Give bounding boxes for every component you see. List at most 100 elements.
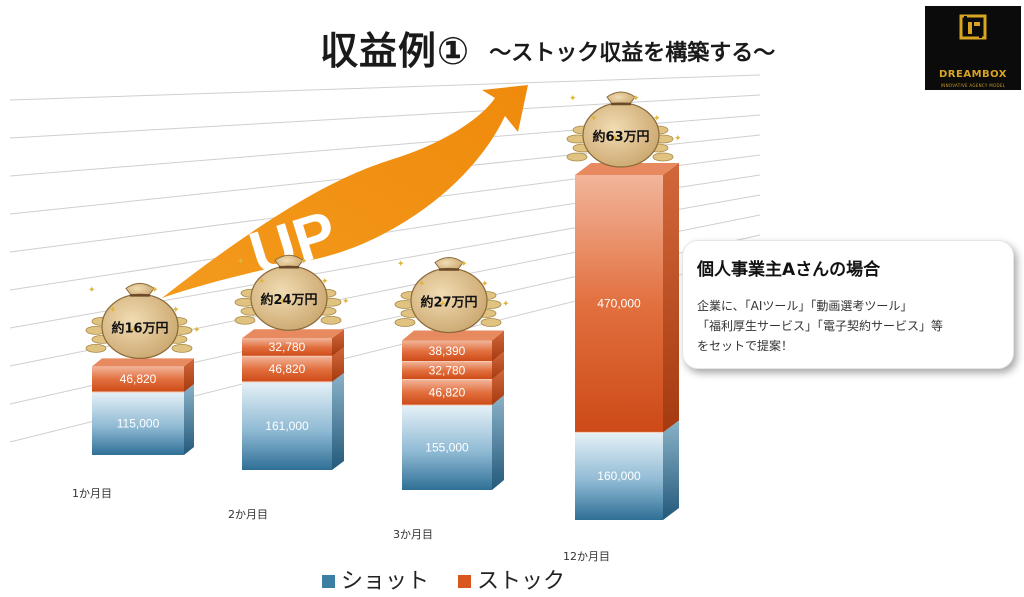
bar-stock-label: 46,820: [120, 372, 157, 386]
bar-stock-side: [184, 358, 194, 393]
bar-shot: [242, 381, 332, 470]
case-card-line: 「福利厚生サービス」「電子契約サービス」等: [697, 319, 944, 333]
bar-stock-top: [242, 329, 344, 339]
case-card-title: 個人事業主Aさんの場合: [697, 260, 881, 280]
category-label: 3か月目: [393, 528, 433, 541]
bar-stock: [402, 361, 492, 380]
category-labels: 1か月目 2か月目 3か月目 12か月目: [72, 487, 610, 563]
bar-stock-side: [332, 329, 344, 357]
sparkle-icon: ✦: [439, 300, 447, 310]
chart-legend: ショット ストック: [322, 563, 587, 595]
bar-shot-side: [663, 420, 679, 520]
sparkle-icon: ✦: [342, 297, 350, 307]
legend-label-stock: ストック: [477, 569, 566, 594]
sparkle-icon: ✦: [151, 285, 159, 295]
sparkle-icon: ✦: [109, 305, 117, 315]
bar-shot-label: 161,000: [265, 419, 309, 433]
money-bag-icon: ✦✦✦✦✦✦約27万円: [394, 257, 510, 334]
coin-icon: [320, 315, 342, 325]
bars: 115,000 46,820 161,000 46,820 32,780 155,000 4…: [92, 163, 679, 520]
bar-stock: [92, 366, 184, 393]
category-label: 2か月目: [228, 508, 268, 521]
sparkle-icon: ✦: [481, 280, 489, 290]
bar-total-label: 約63万円: [592, 129, 649, 145]
bar-stock-label: 32,780: [429, 364, 466, 378]
sparkle-icon: ✦: [569, 94, 577, 104]
sparkle-icon: ✦: [653, 114, 661, 124]
bar-stock: [575, 175, 663, 433]
bar-shot: [575, 432, 663, 520]
logo-name: DREAMBOX: [939, 69, 1007, 80]
bar-stock: [402, 340, 492, 362]
legend-label-shot: ショット: [341, 569, 430, 594]
bar-stock-label: 46,820: [269, 362, 306, 376]
sparkle-icon: ✦: [674, 134, 682, 144]
category-label: 12か月目: [563, 550, 610, 563]
dreambox-logo: DREAMBOX INNOVATIVE AGENCY MODEL: [925, 6, 1021, 90]
bar-stack: 115,000 46,820: [92, 358, 194, 455]
sparkle-icon: ✦: [193, 325, 201, 335]
sparkle-icon: ✦: [300, 257, 308, 267]
bar-stock-label: 38,390: [429, 344, 466, 358]
sparkle-icon: ✦: [88, 285, 96, 295]
gridline: [9, 94, 761, 139]
case-card-line: 企業に、「AIツール」「動画選考ツール」: [697, 299, 913, 313]
bar-stock-label: 46,820: [429, 385, 466, 399]
bar-shot: [402, 405, 492, 490]
sparkle-icon: ✦: [279, 297, 287, 307]
sparkle-icon: ✦: [397, 260, 405, 270]
legend-swatch-shot: [322, 575, 335, 588]
sparkle-icon: ✦: [611, 134, 619, 144]
money-bag-icon: ✦✦✦✦✦✦約24万円: [234, 254, 350, 331]
slide-title: 収益例① ～ストック収益を構築する～: [320, 20, 775, 75]
coin-icon: [85, 343, 107, 353]
bar-stock-side: [492, 351, 504, 380]
bar-stock-top: [92, 358, 194, 367]
gridline: [9, 74, 761, 101]
legend-swatch-stock: [458, 575, 472, 588]
bar-shot-side: [184, 384, 194, 455]
up-arrow: UP: [162, 85, 528, 298]
sparkle-icon: ✦: [418, 280, 426, 290]
coin-icon: [394, 318, 416, 327]
coin-icon: [652, 152, 674, 162]
logo-tagline: INNOVATIVE AGENCY MODEL: [940, 83, 1006, 88]
bar-shot-label: 115,000: [117, 417, 160, 431]
title-sub: ～ストック収益を構築する～: [489, 41, 776, 66]
bar-stock: [242, 356, 332, 382]
money-bags: ✦✦✦✦✦✦約16万円✦✦✦✦✦✦約24万円✦✦✦✦✦✦約27万円✦✦✦✦✦✦約…: [85, 91, 682, 359]
bar-stock-side: [663, 163, 679, 433]
bar-shot-label: 155,000: [425, 441, 469, 455]
case-card: 個人事業主Aさんの場合 企業に、「AIツール」「動画選考ツール」 「福利厚生サー…: [682, 240, 1014, 369]
bar-stock: [402, 379, 492, 406]
bar-stack: 155,000 46,820 32,780 38,390: [402, 330, 504, 490]
bar-stock-side: [492, 369, 504, 406]
coin-icon: [171, 343, 193, 353]
bar-stock-top: [402, 330, 504, 341]
sparkle-icon: ✦: [632, 94, 640, 104]
sparkle-icon: ✦: [237, 257, 245, 267]
money-bag-icon: ✦✦✦✦✦✦約63万円: [566, 91, 682, 168]
case-card-line: をセットで提案！: [697, 339, 794, 353]
coin-icon: [234, 315, 256, 325]
bar-total-label: 約16万円: [111, 320, 168, 336]
bar-stock-side: [332, 347, 344, 382]
title-main: 収益例①: [320, 29, 471, 73]
logo-mark-icon: [959, 14, 987, 40]
sparkle-icon: ✦: [590, 114, 598, 124]
bar-stack: 160,000 470,000: [575, 163, 679, 520]
bar-shot-label: 160,000: [597, 469, 641, 483]
coin-icon: [566, 152, 588, 162]
bar-stock-top: [575, 163, 679, 175]
coin-icon: [480, 318, 502, 327]
legend-item-stock: ストック: [458, 569, 565, 594]
money-bag-icon: ✦✦✦✦✦✦約16万円: [85, 282, 201, 359]
sparkle-icon: ✦: [130, 325, 138, 335]
sparkle-icon: ✦: [502, 300, 510, 310]
up-arrow-shape: [162, 85, 528, 298]
bar-stack: 161,000 46,820 32,780: [242, 329, 344, 470]
sparkle-icon: ✦: [258, 277, 266, 287]
category-label: 1か月目: [72, 487, 112, 500]
bar-shot-side: [492, 395, 504, 490]
